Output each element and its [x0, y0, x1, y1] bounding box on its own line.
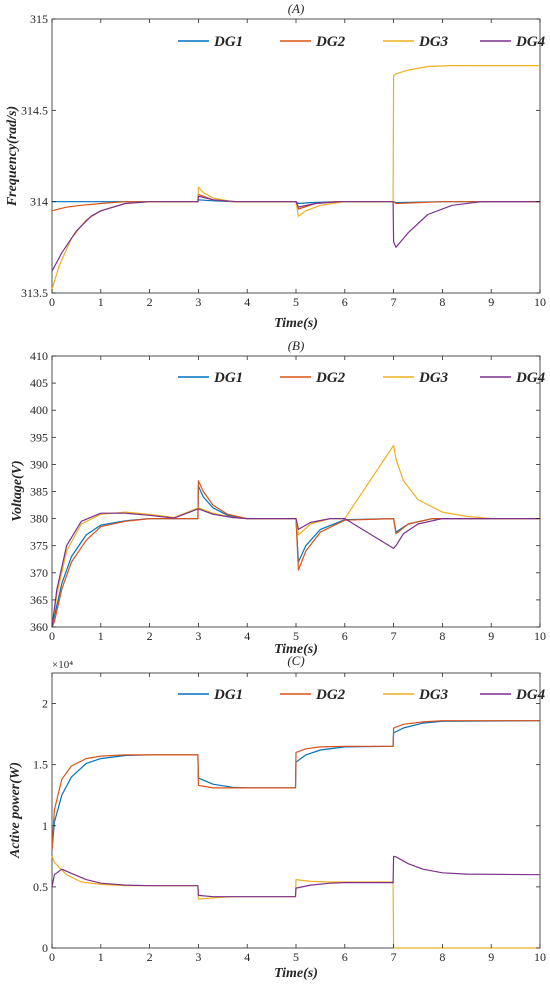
panel-b-series-dg2 — [51, 480, 540, 628]
panel-b-ytick-label: 360 — [30, 620, 48, 634]
panel-c-series-dg4 — [51, 855, 541, 898]
panel-b: (B) 0 1 2 3 4 5 6 7 8 9 10 360 365 370 375 380 385 390 395… — [10, 338, 546, 657]
panel-a-ytick-label: 314.5 — [21, 103, 48, 117]
panel-a-ytick-label: 314 — [30, 195, 48, 209]
panel-b-ytick-label: 370 — [30, 566, 48, 580]
panel-b-xtick-label: 7 — [391, 629, 397, 643]
panel-a-legend: DG1 DG2 DG3 DG4 — [178, 34, 546, 50]
panel-c-legend: DG1 DG2 DG3 DG4 — [178, 687, 546, 703]
panel-a-xtick-label: 1 — [98, 295, 104, 309]
panel-c-xtick-label: 1 — [98, 950, 104, 964]
panel-b-xtick-label: 3 — [195, 629, 201, 643]
panel-c-y-exponent: ×10⁴ — [52, 659, 73, 671]
panel-a-title: (A) — [288, 1, 305, 16]
panel-b-ytick-label: 390 — [30, 457, 48, 471]
panel-a-xtick-label: 8 — [439, 295, 445, 309]
panel-b-xlabel: Time(s) — [274, 642, 318, 657]
panel-a-xtick-label: 0 — [49, 295, 55, 309]
panel-a-legend-label-dg3: DG3 — [418, 34, 449, 50]
panel-a-ylabel: Frequency(rad/s) — [5, 106, 20, 207]
panel-b-legend: DG1 DG2 DG3 DG4 — [178, 370, 546, 386]
panel-b-ticks: 0 1 2 3 4 5 6 7 8 9 10 360 365 370 375 380 385 390 395 400 4… — [30, 349, 546, 643]
panel-b-xtick-label: 4 — [244, 629, 250, 643]
panel-c: (C) ×10⁴ 0 1 2 3 4 5 6 7 8 9 10 0 0.5 1 1.5 2 DG1 DG2 DG3… — [8, 653, 546, 981]
panel-c-xtick-label: 8 — [439, 950, 445, 964]
panel-c-series-dg2 — [51, 720, 540, 851]
panel-b-xtick-label: 9 — [488, 629, 494, 643]
panel-b-title: (B) — [288, 338, 305, 353]
panel-b-series-dg4 — [51, 508, 540, 628]
panel-c-ytick-label: 1.5 — [33, 758, 48, 772]
panel-c-xtick-label: 6 — [342, 950, 348, 964]
panel-b-xtick-label: 2 — [147, 629, 153, 643]
panel-b-ylabel: Voltage(V) — [10, 460, 25, 521]
panel-b-legend-label-dg1: DG1 — [213, 370, 243, 386]
panel-b-xtick-label: 6 — [342, 629, 348, 643]
panel-c-ylabel: Active power(W) — [8, 762, 23, 859]
panel-a-legend-label-dg2: DG2 — [315, 34, 346, 50]
panel-c-series — [51, 720, 541, 949]
panel-a-ytick-label: 313.5 — [21, 286, 48, 300]
panel-c-xlabel: Time(s) — [274, 966, 318, 981]
panel-b-ytick-label: 395 — [30, 430, 48, 444]
panel-c-legend-label-dg2: DG2 — [315, 687, 346, 703]
panel-a-legend-label-dg1: DG1 — [213, 34, 243, 50]
panel-c-xtick-label: 10 — [534, 950, 546, 964]
panel-b-ytick-label: 365 — [30, 593, 48, 607]
panel-a-series-dg4 — [51, 195, 540, 272]
panel-c-xtick-label: 3 — [195, 950, 201, 964]
panel-a-series — [51, 64, 540, 290]
panel-c-legend-label-dg4: DG4 — [515, 687, 546, 703]
panel-b-xtick-label: 10 — [534, 629, 546, 643]
panel-a-xtick-label: 7 — [391, 295, 397, 309]
panel-a-xtick-label: 9 — [488, 295, 494, 309]
panel-b-ytick-label: 410 — [30, 349, 48, 363]
panel-a-xtick-label: 10 — [534, 295, 546, 309]
panel-c-plot-area — [51, 672, 541, 949]
panel-b-xtick-label: 1 — [98, 629, 104, 643]
panel-c-xtick-label: 5 — [293, 950, 299, 964]
panel-c-xtick-label: 0 — [49, 950, 55, 964]
panel-b-xtick-label: 0 — [49, 629, 55, 643]
panel-c-legend-label-dg3: DG3 — [418, 687, 449, 703]
panel-b-ytick-label: 400 — [30, 403, 48, 417]
panel-b-plot-area — [51, 355, 541, 628]
panel-b-xtick-label: 8 — [439, 629, 445, 643]
panel-b-series — [51, 444, 540, 628]
panel-a-xtick-label: 6 — [342, 295, 348, 309]
panel-a-xtick-label: 4 — [244, 295, 250, 309]
panel-b-xtick-label: 5 — [293, 629, 299, 643]
panel-b-ytick-label: 405 — [30, 376, 48, 390]
panel-a-legend-label-dg4: DG4 — [515, 34, 546, 50]
panel-a-xtick-label: 2 — [147, 295, 153, 309]
panel-a-xtick-label: 3 — [195, 295, 201, 309]
panel-c-xtick-label: 2 — [147, 950, 153, 964]
panel-b-ytick-label: 375 — [30, 539, 48, 553]
panel-b-legend-label-dg4: DG4 — [515, 370, 546, 386]
panel-c-ytick-label: 1 — [42, 819, 48, 833]
panel-c-ticks: 0 1 2 3 4 5 6 7 8 9 10 0 0.5 1 1.5 2 — [33, 673, 546, 964]
panel-a-ytick-label: 315 — [30, 12, 48, 26]
panel-c-xtick-label: 7 — [391, 950, 397, 964]
panel-a-xlabel: Time(s) — [274, 316, 318, 331]
panel-b-ytick-label: 380 — [30, 512, 48, 526]
panel-b-ytick-label: 385 — [30, 485, 48, 499]
panel-a-xtick-label: 5 — [293, 295, 299, 309]
panel-c-xtick-label: 9 — [488, 950, 494, 964]
panel-a-plot-area — [51, 18, 541, 294]
panel-b-legend-label-dg2: DG2 — [315, 370, 346, 386]
panel-c-legend-label-dg1: DG1 — [213, 687, 243, 703]
panel-c-title: (C) — [287, 653, 304, 668]
panel-a-ticks: 0 1 2 3 4 5 6 7 8 9 10 313.5 314 314.5 315 — [21, 12, 546, 309]
panel-b-legend-label-dg3: DG3 — [418, 370, 449, 386]
panel-c-ytick-label: 2 — [42, 697, 48, 711]
panel-c-xtick-label: 4 — [244, 950, 250, 964]
panel-c-ytick-label: 0 — [42, 941, 48, 955]
panel-c-ytick-label: 0.5 — [33, 880, 48, 894]
